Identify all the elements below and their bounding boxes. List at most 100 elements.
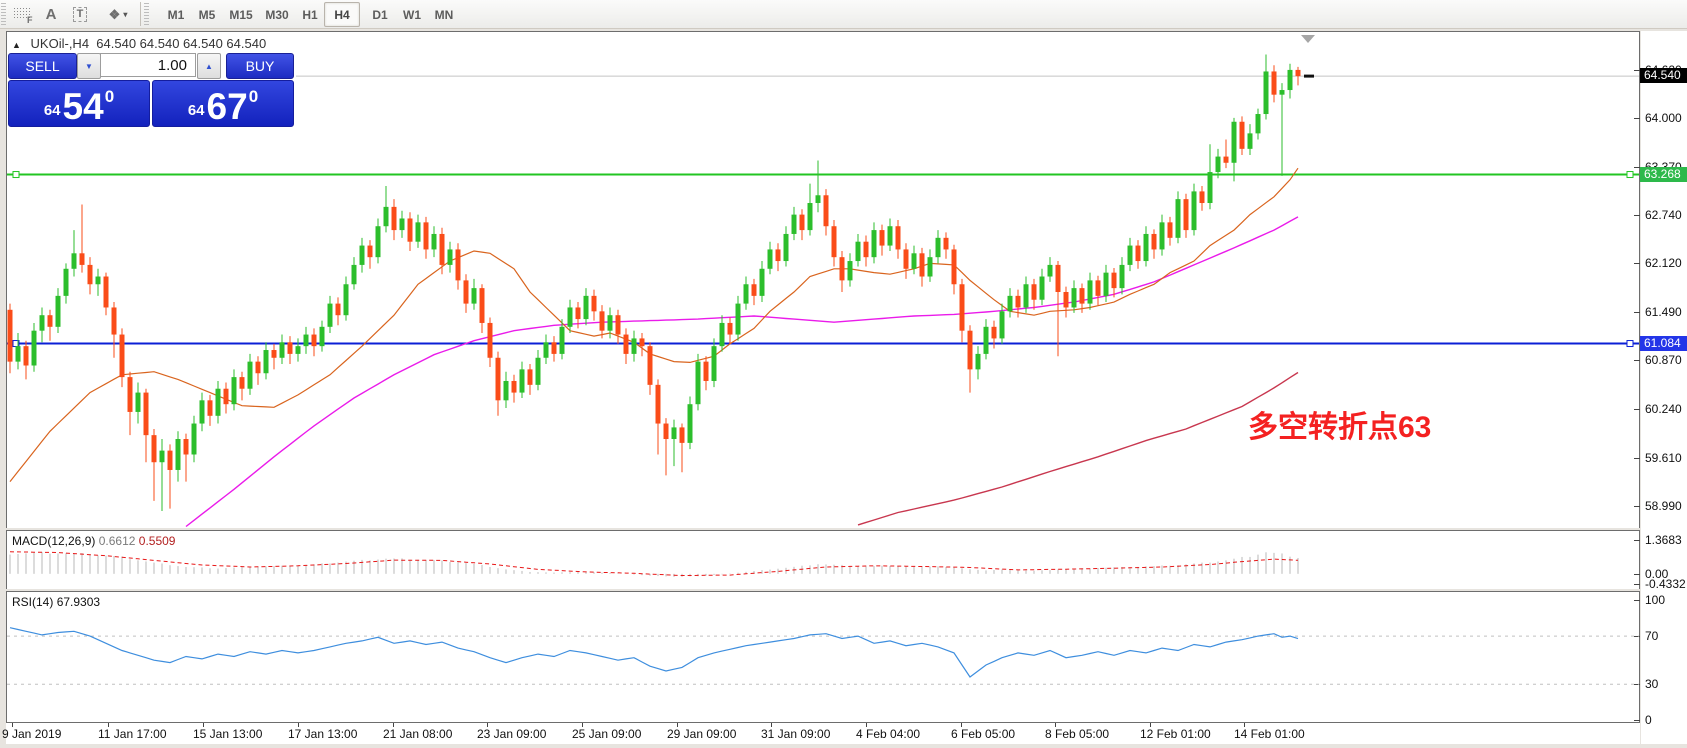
candle-body [1295,69,1301,77]
candle-body [799,214,805,231]
candle-body [815,195,821,204]
timeframe-button-m5[interactable]: M5 [198,7,216,22]
sell-price-panel[interactable]: 64 54 0 [8,80,150,127]
time-axis-label: 25 Jan 09:00 [572,727,642,741]
price-tick [1634,215,1640,217]
rsi-axis-label: 0 [1645,713,1652,728]
time-axis-label: 9 Jan 2019 [2,727,62,741]
buy-price-panel[interactable]: 64 67 0 [152,80,294,127]
candle-body [1063,291,1069,308]
candle-body [255,361,261,374]
candle-body [39,315,45,331]
volume-decrease-button[interactable]: ▼ [77,53,101,79]
candle-body [183,439,189,455]
candle-body [407,218,413,242]
volume-increase-button[interactable]: ▲ [197,53,221,79]
timeframe-button-d1[interactable]: D1 [372,7,388,22]
candle-body [119,334,125,378]
candle-body [103,276,109,308]
rsi-axis-label: 100 [1645,593,1666,607]
collapse-panel-icon[interactable]: ▲ [12,40,21,50]
rsi-axis-label: 30 [1645,677,1659,692]
candle-body [175,439,181,470]
candle-body [327,303,333,327]
price-tick [1634,166,1640,168]
text-box-icon[interactable]: T [66,2,94,27]
volume-input[interactable] [100,53,196,77]
timeframe-button-m30[interactable]: M30 [265,7,289,22]
candle-body [1183,199,1189,231]
timeframe-button-m1[interactable]: M1 [167,7,185,22]
buy-button[interactable]: BUY [226,53,294,79]
timeframe-grip[interactable] [144,3,149,25]
candle-body [1255,114,1261,134]
time-axis-tick [108,723,109,727]
candle-body [463,280,469,304]
candle-body [479,288,485,323]
panel-splitter[interactable] [6,528,1640,530]
price-tick [1634,360,1640,362]
time-axis-label: 17 Jan 13:00 [288,727,358,741]
time-axis[interactable] [6,723,1640,744]
candle-body [999,311,1005,339]
sell-button[interactable]: SELL [8,53,77,79]
candle-body [591,295,597,312]
macd-chart[interactable] [7,531,1639,589]
arrow-down-icon: ▼ [85,61,93,71]
candle-body [375,226,381,258]
candle-body [895,226,901,250]
candle-body [1095,280,1101,296]
chart-title: ▲ UKOil-,H4 64.540 64.540 64.540 64.540 [12,36,266,51]
time-axis-label: 29 Jan 09:00 [667,727,737,741]
candle-body [1287,69,1293,91]
macd-value-signal: 0.5509 [138,534,176,548]
candle-body [1039,276,1045,300]
timeframe-button-w1[interactable]: W1 [403,7,421,22]
hline-price-badge: 61.084 [1640,335,1687,351]
candle-body [271,350,277,358]
candle-body [1207,172,1213,204]
arrow-up-icon: ▲ [205,61,213,71]
time-axis-label: 6 Feb 05:00 [951,727,1016,741]
candle-body [127,377,133,412]
candle-body [543,342,549,358]
line-handle [1626,340,1634,348]
candle-body [623,334,629,354]
shapes-dropdown-icon[interactable]: ❖ ▾ [108,6,128,22]
candle-body [647,346,653,385]
rsi-chart[interactable] [7,592,1639,722]
ma-slow-line [857,371,1299,526]
candle-body [1175,199,1181,238]
candle-body [1111,272,1117,289]
candle-body [439,233,445,265]
price-axis[interactable] [1641,31,1687,744]
chart-text-annotation[interactable]: 多空转折点63 [1248,411,1432,444]
panel-splitter[interactable] [6,589,1640,591]
toolbar-grip[interactable] [1,3,6,25]
chevron-down-icon: ▾ [123,10,128,19]
time-axis-label: 21 Jan 08:00 [383,727,453,741]
candle-body [1007,295,1013,312]
candle-body [631,338,637,354]
candle-body [1231,121,1237,163]
candle-body [919,253,925,277]
rsi-axis-tick [1634,636,1640,638]
timeframe-button-h1[interactable]: H1 [302,7,318,22]
timeframe-button-mn[interactable]: MN [434,7,454,22]
templates-f-icon[interactable]: F [8,2,36,27]
time-axis-tick [582,723,583,727]
text-label-icon[interactable]: A [45,6,57,23]
candle-body [695,361,701,405]
main-chart[interactable] [7,32,1639,528]
timeframe-button-h4[interactable]: H4 [324,2,360,27]
macd-axis-tick [1634,584,1640,586]
timeframe-button-m15[interactable]: M15 [229,7,253,22]
candle-body [1015,295,1021,308]
candle-body [495,357,501,401]
candle-body [311,334,317,347]
rsi-axis-tick [1634,600,1640,601]
rsi-axis-label: 70 [1645,629,1659,644]
candle-body [1031,284,1037,300]
macd-axis-label: 0.00 [1645,566,1669,581]
candle-body [247,361,253,389]
